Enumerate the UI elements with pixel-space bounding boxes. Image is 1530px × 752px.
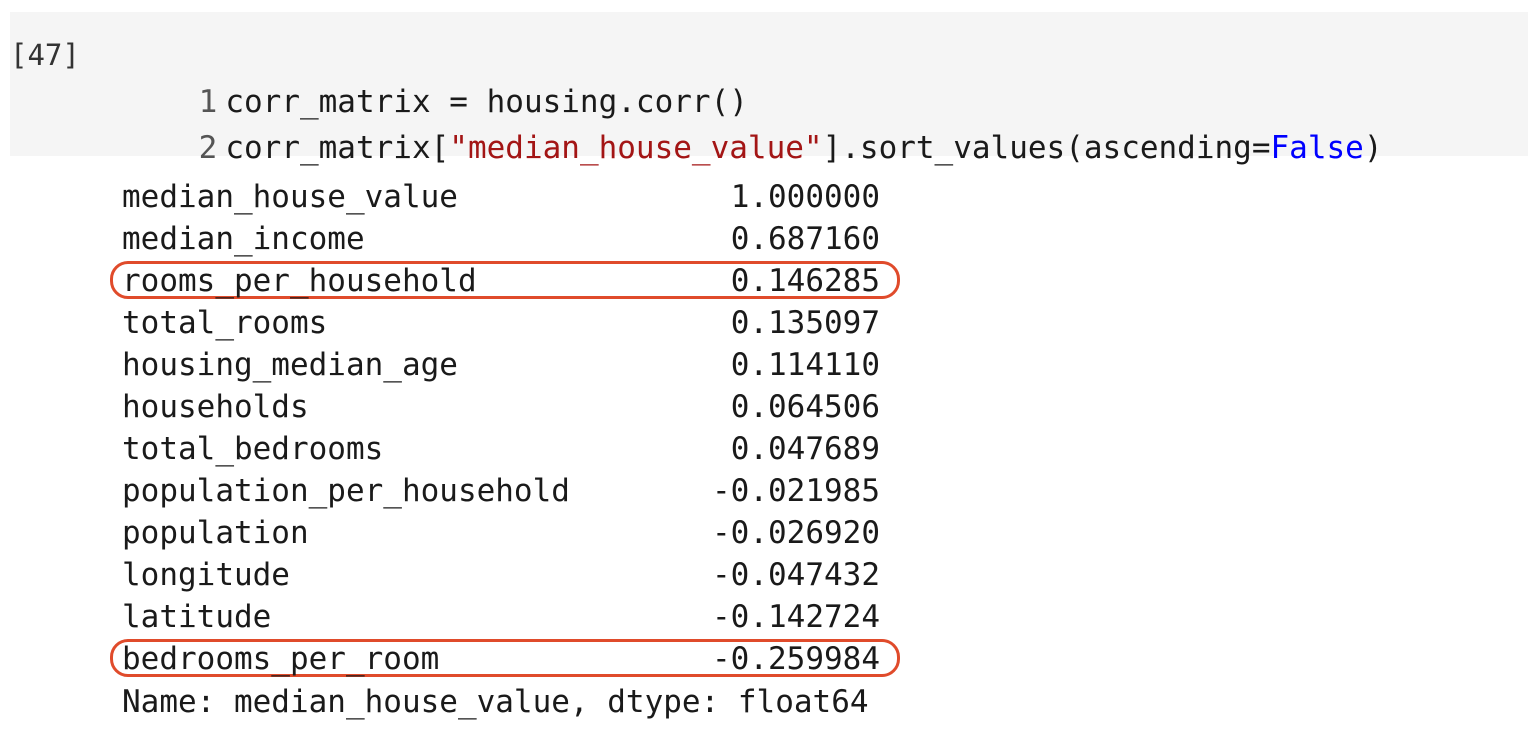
code-cell[interactable] bbox=[10, 12, 1528, 156]
correlation-value: 1.000000 bbox=[730, 179, 880, 215]
output-row: households 0.064506 bbox=[122, 386, 880, 428]
line-number: 2 bbox=[198, 130, 218, 166]
output-row: median_house_value 1.000000 bbox=[122, 176, 880, 218]
output-row: total_bedrooms 0.047689 bbox=[122, 428, 880, 470]
code-token: corr_matrix[ bbox=[225, 130, 450, 166]
feature-name: rooms_per_household bbox=[122, 263, 477, 299]
code-token: ].sort_values(ascending= bbox=[822, 130, 1271, 166]
correlation-value: 0.146285 bbox=[730, 263, 880, 299]
correlation-value: 0.114110 bbox=[730, 347, 880, 383]
output-row: population_per_household -0.021985 bbox=[122, 470, 880, 512]
feature-name: households bbox=[122, 389, 309, 425]
feature-name: total_rooms bbox=[122, 305, 328, 341]
correlation-value: -0.021985 bbox=[712, 473, 880, 509]
feature-name: median_house_value bbox=[122, 179, 458, 215]
correlation-value: -0.142724 bbox=[712, 599, 880, 635]
code-line-2[interactable]: 2 corr_matrix["median_house_value"].sort_… bbox=[140, 82, 1383, 170]
feature-name: total_bedrooms bbox=[122, 431, 384, 467]
feature-name: longitude bbox=[122, 557, 290, 593]
output-row-highlighted: rooms_per_household 0.146285 bbox=[110, 260, 900, 302]
correlation-value: 0.047689 bbox=[730, 431, 880, 467]
code-keyword-token: False bbox=[1270, 130, 1364, 166]
output-row: longitude -0.047432 bbox=[122, 554, 880, 596]
code-string-token: "median_house_value" bbox=[449, 130, 823, 166]
line-number: 1 bbox=[198, 84, 218, 120]
output-row: latitude -0.142724 bbox=[122, 596, 880, 638]
feature-name: population bbox=[122, 515, 309, 551]
feature-name: bedrooms_per_room bbox=[122, 641, 440, 677]
correlation-value: -0.026920 bbox=[712, 515, 880, 551]
series-footer: Name: median_house_value, dtype: float64 bbox=[122, 684, 869, 720]
feature-name: population_per_household bbox=[122, 473, 570, 509]
execution-count: [47] bbox=[10, 38, 80, 72]
output-row: total_rooms 0.135097 bbox=[122, 302, 880, 344]
cell-output: median_house_value 1.000000 median_income… bbox=[110, 176, 900, 724]
code-token: ) bbox=[1363, 130, 1383, 166]
code-line-1[interactable]: 1 corr_matrix = housing.corr() bbox=[140, 36, 748, 124]
correlation-value: -0.047432 bbox=[712, 557, 880, 593]
output-row-highlighted: bedrooms_per_room -0.259984 bbox=[110, 638, 900, 680]
code-token: corr_matrix = housing.corr() bbox=[225, 84, 748, 120]
output-row: housing_median_age 0.114110 bbox=[122, 344, 880, 386]
feature-name: latitude bbox=[122, 599, 272, 635]
output-row: median_income 0.687160 bbox=[122, 218, 880, 260]
correlation-value: 0.135097 bbox=[730, 305, 880, 341]
correlation-value: 0.687160 bbox=[730, 221, 880, 257]
correlation-value: 0.064506 bbox=[730, 389, 880, 425]
feature-name: median_income bbox=[122, 221, 365, 257]
feature-name: housing_median_age bbox=[122, 347, 458, 383]
correlation-value: -0.259984 bbox=[712, 641, 880, 677]
output-row: population -0.026920 bbox=[122, 512, 880, 554]
